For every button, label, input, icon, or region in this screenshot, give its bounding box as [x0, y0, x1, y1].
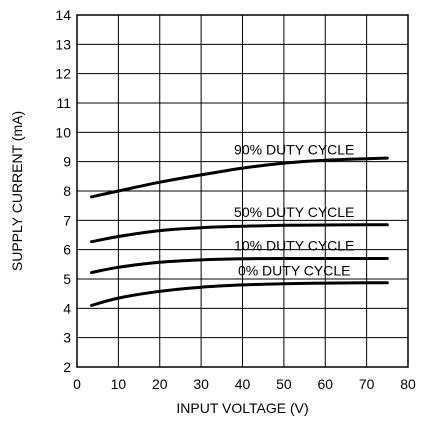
series-label-2: 50% DUTY CYCLE: [234, 204, 354, 220]
y-tick-label: 3: [63, 330, 71, 346]
x-tick-label: 40: [235, 376, 251, 392]
y-tick-label: 11: [56, 95, 71, 111]
series-line-2: [90, 223, 389, 244]
x-tick-label: 60: [317, 376, 333, 392]
y-tick-label: 6: [63, 242, 71, 258]
y-tick-label: 12: [55, 66, 71, 82]
y-tick-label: 9: [63, 154, 71, 170]
y-tick-label: 8: [63, 183, 71, 199]
y-tick-label: 14: [55, 7, 71, 23]
y-tick-labels: 2 3 4 5 6 7 8 9 10 11 12 13 14: [55, 7, 71, 375]
grid: [76, 14, 409, 368]
x-tick-label: 50: [276, 376, 292, 392]
series-label-1: 90% DUTY CYCLE: [234, 141, 354, 157]
x-tick-label: 20: [152, 376, 168, 392]
x-axis-title: INPUT VOLTAGE (V): [176, 400, 308, 416]
series-labels: 90% DUTY CYCLE 50% DUTY CYCLE 10% DUTY CYC…: [234, 141, 354, 278]
series-group: [90, 156, 389, 307]
series-line-3: [90, 256, 389, 274]
x-tick-label: 10: [111, 376, 127, 392]
plot-frame: [76, 14, 409, 368]
y-tick-label: 5: [63, 271, 71, 287]
series-line-4: [90, 281, 389, 307]
x-tick-label: 0: [73, 376, 81, 392]
y-tick-label: 7: [63, 212, 71, 228]
y-tick-label: 13: [55, 36, 71, 52]
series-label-4: 0% DUTY CYCLE: [238, 263, 351, 279]
x-tick-label: 80: [400, 376, 416, 392]
y-tick-label: 10: [55, 124, 71, 140]
y-axis-title: SUPPLY CURRENT (mA): [9, 111, 25, 271]
y-tick-label: 4: [63, 300, 71, 316]
x-tick-labels: 0 10 20 30 40 50 60 70 80: [73, 376, 416, 392]
y-tick-label: 2: [63, 359, 71, 375]
x-tick-label: 70: [359, 376, 375, 392]
x-tick-label: 30: [193, 376, 209, 392]
series-line-1: [90, 156, 389, 199]
series-label-3: 10% DUTY CYCLE: [234, 237, 354, 253]
